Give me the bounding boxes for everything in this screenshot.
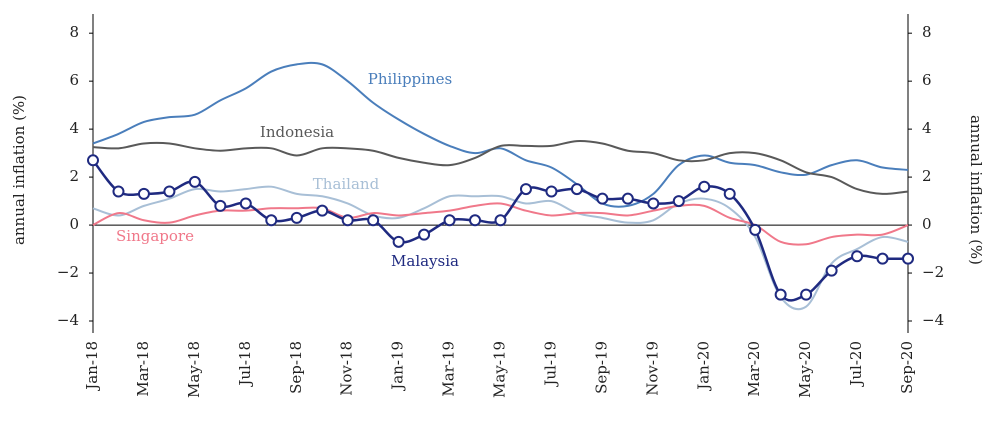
x-tick-label: May-19 (491, 341, 509, 398)
data-point (647, 197, 660, 210)
data-point (672, 195, 685, 208)
data-point (519, 183, 532, 196)
data-point (418, 228, 431, 241)
data-point (698, 180, 711, 193)
data-point (112, 185, 125, 198)
data-point (367, 214, 380, 227)
data-point (902, 252, 914, 265)
data-point (188, 175, 201, 188)
series-line (92, 159, 909, 302)
data-point (316, 204, 329, 217)
series-line (92, 140, 909, 195)
data-point (87, 154, 99, 167)
data-point (239, 197, 252, 210)
y-tick-label: 6 (69, 71, 79, 89)
data-point (774, 288, 787, 301)
y2-axis-label: annual inflation (%) (967, 115, 985, 265)
data-point (265, 214, 278, 227)
y-tick-label: −2 (57, 263, 79, 281)
x-tick-label: Nov-19 (643, 341, 661, 396)
data-point (443, 214, 456, 227)
series-line (92, 61, 909, 208)
data-point (800, 288, 813, 301)
x-tick-label: May-18 (185, 341, 203, 398)
x-tick-label: Nov-18 (338, 341, 356, 396)
y2-tick-label: 4 (922, 119, 932, 137)
data-point (749, 223, 762, 236)
y-axis-label: annual inflation (%) (10, 95, 28, 245)
data-point (341, 214, 354, 227)
series-label: Thailand (313, 175, 380, 193)
y2-tick-label: 6 (922, 71, 932, 89)
series-label: Singapore (116, 227, 194, 245)
data-point (469, 214, 482, 227)
x-tick-label: Jan-19 (389, 341, 407, 392)
x-tick-label: Jan-18 (83, 341, 101, 392)
series-line (92, 202, 909, 246)
y2-tick-label: −4 (922, 311, 944, 329)
data-point (163, 185, 176, 198)
data-point (392, 235, 405, 248)
x-tick-label: Sep-19 (592, 341, 610, 394)
data-point (851, 250, 864, 263)
data-point (570, 183, 583, 196)
data-point (214, 199, 227, 212)
data-point (723, 187, 736, 200)
data-point (825, 264, 838, 277)
x-tick-label: Mar-20 (745, 341, 763, 397)
x-tick-label: Jul-19 (541, 341, 559, 388)
x-tick-label: Mar-19 (440, 341, 458, 397)
y2-tick-label: 0 (922, 215, 932, 233)
x-tick-label: Mar-18 (134, 341, 152, 397)
series-label: Malaysia (391, 252, 459, 270)
y2-tick-label: 8 (922, 23, 932, 41)
series-label: Philippines (368, 70, 452, 88)
data-point (876, 252, 889, 265)
x-tick-label: Jul-20 (847, 341, 865, 388)
x-tick-label: Sep-18 (287, 341, 305, 394)
series-label: Indonesia (260, 123, 334, 141)
data-point (494, 214, 507, 227)
y-tick-label: 4 (69, 119, 79, 137)
y-tick-label: −4 (57, 311, 79, 329)
x-tick-label: Sep-20 (898, 341, 916, 394)
x-tick-label: Jul-18 (236, 341, 254, 388)
data-point (621, 192, 634, 205)
x-tick-label: May-20 (796, 341, 814, 398)
y-tick-label: 0 (69, 215, 79, 233)
data-point (290, 211, 303, 224)
data-point (596, 192, 609, 205)
data-point (137, 187, 150, 200)
y-tick-label: 2 (69, 167, 79, 185)
y2-tick-label: 2 (922, 167, 932, 185)
y2-tick-label: −2 (922, 263, 944, 281)
x-tick-label: Jan-20 (694, 341, 712, 392)
y-tick-label: 8 (69, 23, 79, 41)
data-point (545, 185, 558, 198)
